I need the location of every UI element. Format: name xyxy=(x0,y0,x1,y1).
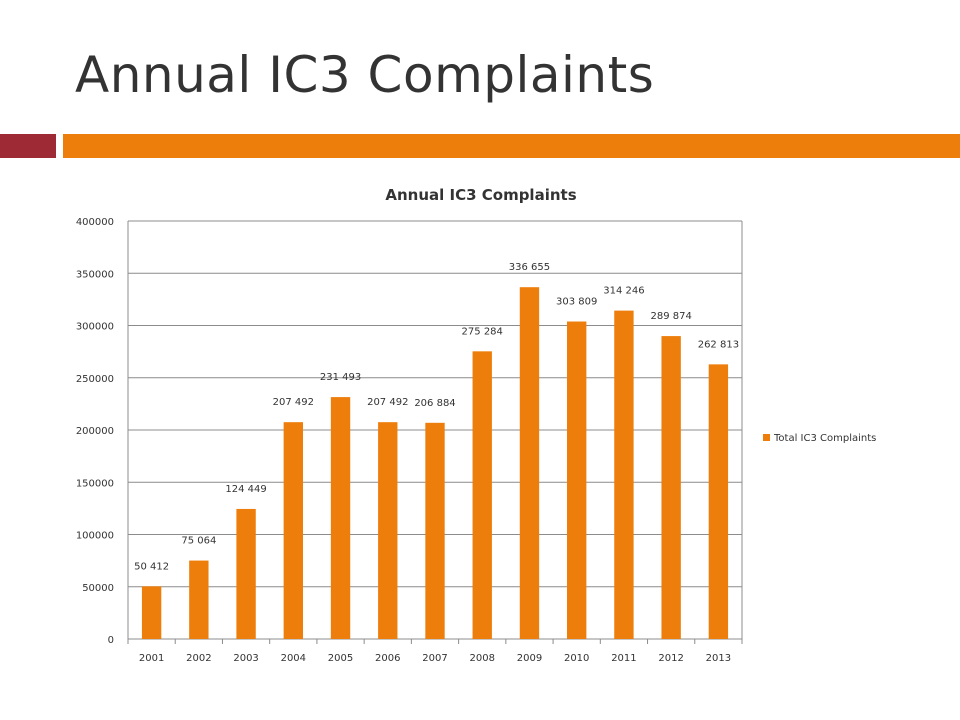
bar-2008 xyxy=(472,351,492,639)
x-tick-label: 2011 xyxy=(611,653,636,664)
x-tick-label: 2008 xyxy=(470,653,495,664)
x-tick-label: 2001 xyxy=(139,653,164,664)
data-label-2008: 275 284 xyxy=(462,326,503,337)
data-label-2013: 262 813 xyxy=(698,339,739,350)
data-label-2011: 314 246 xyxy=(603,286,644,297)
x-tick-label: 2005 xyxy=(328,653,353,664)
bar-2011 xyxy=(614,310,634,639)
y-tick-label: 200000 xyxy=(76,426,114,437)
x-tick-label: 2013 xyxy=(706,653,731,664)
data-label-2003: 124 449 xyxy=(225,484,266,495)
data-label-2006: 207 492 xyxy=(367,397,408,408)
bar-2002 xyxy=(189,560,209,639)
data-label-2012: 289 874 xyxy=(650,311,691,322)
data-label-2010: 303 809 xyxy=(556,297,597,308)
y-tick-label: 250000 xyxy=(76,374,114,385)
bar-2009 xyxy=(519,287,540,639)
data-label-2009: 336 655 xyxy=(509,262,550,273)
bar-2001 xyxy=(141,586,162,639)
data-label-2002: 75 064 xyxy=(181,536,216,547)
y-tick-label: 300000 xyxy=(76,322,114,333)
y-tick-label: 400000 xyxy=(76,217,114,228)
plot-area: 0 50000 100000 150000 200000 250000 300000 3500… xyxy=(76,217,743,664)
x-tick-label: 2003 xyxy=(233,653,258,664)
bar-2006 xyxy=(378,422,398,639)
bar-2013 xyxy=(708,364,729,639)
x-tick-label: 2009 xyxy=(517,653,542,664)
legend: Total IC3 Complaints xyxy=(763,433,876,444)
y-tick-label: 150000 xyxy=(76,478,114,489)
bar-2005 xyxy=(330,397,351,639)
slide-title: Annual IC3 Complaints xyxy=(75,46,655,104)
accent-bar-left xyxy=(0,134,56,158)
legend-label: Total IC3 Complaints xyxy=(773,433,876,444)
y-tick-label: 0 xyxy=(108,635,114,646)
data-label-2007: 206 884 xyxy=(414,398,455,409)
legend-swatch xyxy=(763,434,770,441)
bar-2010 xyxy=(567,321,587,639)
bar-2003 xyxy=(236,508,256,639)
x-tick-label: 2004 xyxy=(281,653,306,664)
y-tick-label: 100000 xyxy=(76,531,114,542)
bar-2004 xyxy=(283,422,303,639)
accent-bar-right xyxy=(63,134,960,158)
y-tick-label: 350000 xyxy=(76,269,114,280)
x-tick-label: 2012 xyxy=(658,653,683,664)
x-tick-label: 2010 xyxy=(564,653,589,664)
y-tick-label: 50000 xyxy=(82,583,114,594)
x-tick-label: 2002 xyxy=(186,653,211,664)
bar-2012 xyxy=(661,336,681,639)
data-label-2005: 231 493 xyxy=(320,372,361,383)
data-label-2004: 207 492 xyxy=(273,397,314,408)
x-tick-label: 2007 xyxy=(422,653,447,664)
x-tick-label: 2006 xyxy=(375,653,400,664)
bar-2007 xyxy=(425,422,445,639)
data-label-2001: 50 412 xyxy=(134,561,169,572)
chart-title: Annual IC3 Complaints xyxy=(385,186,576,204)
